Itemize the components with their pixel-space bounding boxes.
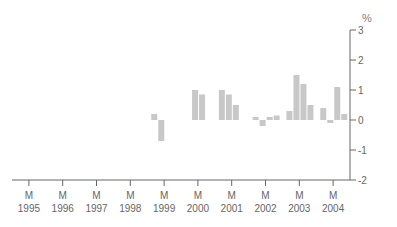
- svg-text:M: M: [160, 190, 168, 201]
- svg-text:-1: -1: [358, 145, 367, 156]
- svg-text:-2: -2: [358, 175, 367, 186]
- svg-text:M: M: [126, 190, 134, 201]
- svg-text:M: M: [92, 190, 100, 201]
- svg-text:M: M: [59, 190, 67, 201]
- svg-text:M: M: [194, 190, 202, 201]
- svg-text:M: M: [261, 190, 269, 201]
- svg-text:M: M: [25, 190, 33, 201]
- svg-text:0: 0: [358, 115, 364, 126]
- svg-text:%: %: [362, 12, 372, 24]
- svg-text:3: 3: [358, 25, 364, 36]
- svg-text:1999: 1999: [153, 203, 176, 214]
- svg-text:M: M: [329, 190, 337, 201]
- svg-text:1: 1: [358, 85, 364, 96]
- svg-text:M: M: [228, 190, 236, 201]
- svg-text:2002: 2002: [254, 203, 277, 214]
- svg-text:M: M: [295, 190, 303, 201]
- svg-text:2004: 2004: [322, 203, 345, 214]
- svg-text:1997: 1997: [85, 203, 108, 214]
- svg-text:1995: 1995: [18, 203, 41, 214]
- svg-text:2000: 2000: [187, 203, 210, 214]
- svg-text:2: 2: [358, 55, 364, 66]
- svg-text:1996: 1996: [52, 203, 75, 214]
- svg-text:2001: 2001: [221, 203, 244, 214]
- svg-text:2003: 2003: [288, 203, 311, 214]
- svg-text:1998: 1998: [119, 203, 142, 214]
